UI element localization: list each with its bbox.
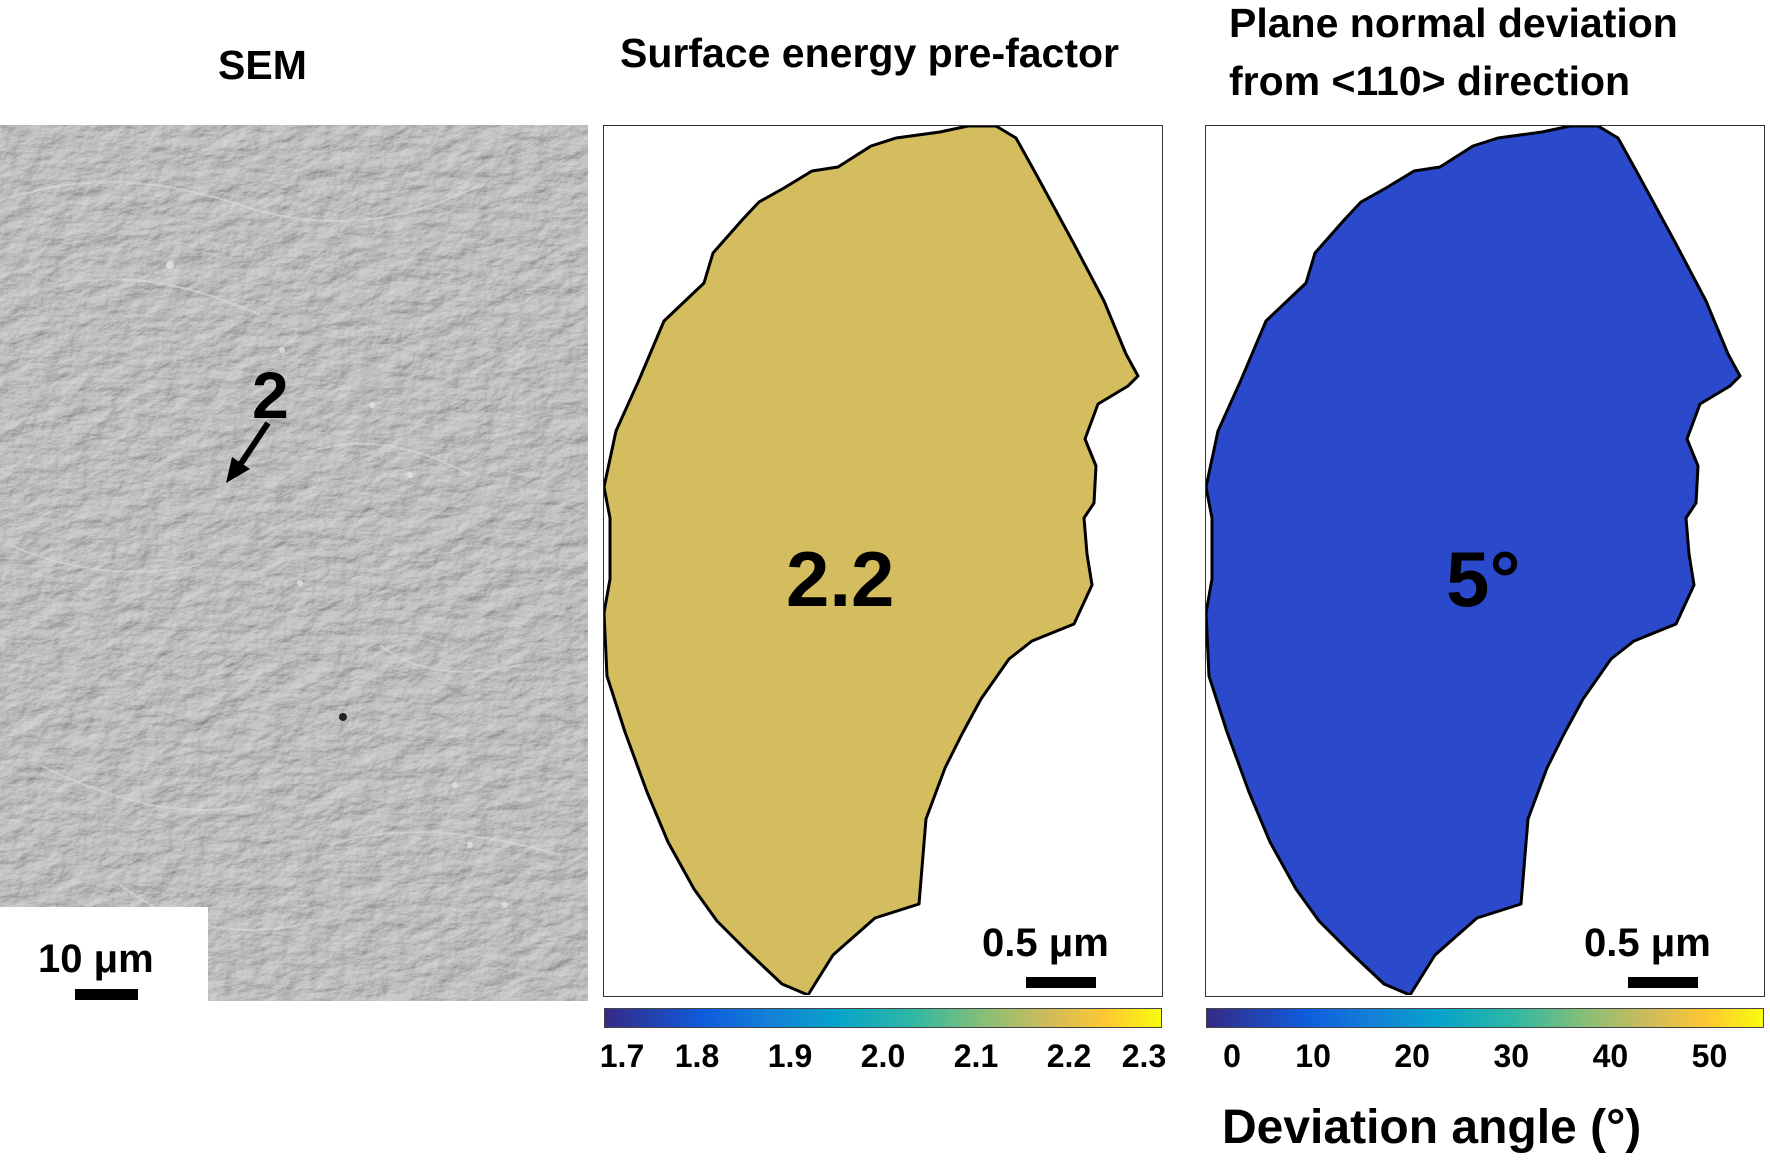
sem-image: 2 (0, 125, 588, 1001)
deviation-scale-line (1628, 977, 1698, 988)
surface-tick-label: 2.1 (953, 1038, 999, 1074)
deviation-map: 5° 0.5 μm (1205, 125, 1765, 997)
deviation-value: 5° (1446, 535, 1521, 623)
surface-energy-title: Surface energy pre-factor (620, 30, 1120, 76)
deviation-title-line2: from <110> direction (1229, 58, 1631, 104)
grain-outline (604, 126, 1140, 995)
deviation-title-line1: Plane normal deviation (1229, 0, 1678, 46)
surface-energy-value: 2.2 (786, 535, 895, 623)
deviation-colorbar-title: Deviation angle (°) (1222, 1101, 1642, 1154)
deviation-scale-label: 0.5 μm (1584, 921, 1711, 965)
surface-tick-label: 1.7 (599, 1038, 645, 1074)
grain-marker-label: 2 (252, 358, 289, 432)
deviation-tick-label: 30 (1493, 1038, 1530, 1074)
surface-energy-map: 2.2 0.5 μm (603, 125, 1163, 997)
deviation-tick-label: 50 (1691, 1038, 1728, 1074)
grain-marker-arrow-icon (226, 421, 271, 483)
surface-colorbar (604, 1008, 1162, 1028)
surface-tick-label: 1.9 (767, 1038, 813, 1074)
deviation-tick-label: 40 (1592, 1038, 1629, 1074)
deviation-tick-label: 20 (1394, 1038, 1430, 1074)
surface-scale-label: 0.5 μm (982, 921, 1109, 965)
surface-tick-label: 2.3 (1121, 1038, 1167, 1074)
sem-scale-label: 10 μm (38, 937, 154, 981)
sem-scale-line (75, 989, 138, 1000)
sem-texture (0, 125, 588, 1001)
surface-scale-line (1026, 977, 1096, 988)
surface-tick-label: 1.8 (674, 1038, 720, 1074)
grain-shape-deviation (1206, 126, 1742, 995)
deviation-colorbar (1206, 1008, 1764, 1028)
deviation-tick-label: 10 (1295, 1038, 1331, 1074)
sem-scale-bar: 10 μm (0, 907, 208, 1005)
surface-tick-label: 2.0 (860, 1038, 906, 1074)
grain-shape-surface (604, 126, 1140, 995)
deviation-tick-label: 0 (1223, 1038, 1241, 1074)
surface-tick-label: 2.2 (1046, 1038, 1092, 1074)
sem-title: SEM (218, 42, 307, 88)
grain-outline (1206, 126, 1742, 995)
